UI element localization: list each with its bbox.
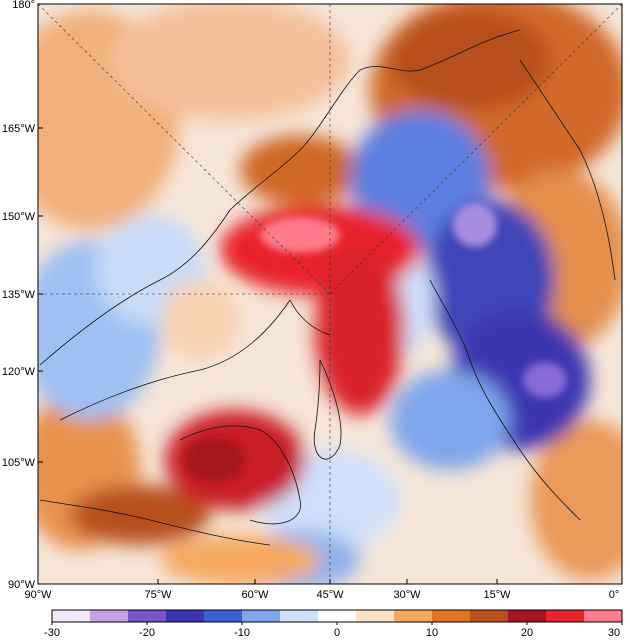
- bottom-label-75w: 75°W: [144, 589, 172, 601]
- left-label-135w: 135°W: [2, 289, 36, 301]
- colorbar-swatch: [204, 610, 243, 622]
- colorbar-swatch: [318, 610, 357, 622]
- anomaly-field: [38, 4, 622, 584]
- colorbar-swatch: [584, 610, 623, 622]
- left-label-180: 180°: [12, 0, 35, 11]
- left-axis: [38, 3, 43, 585]
- left-label-150w: 150°W: [2, 211, 36, 223]
- colorbar-swatch: [52, 610, 91, 622]
- colorbar-swatch: [432, 610, 471, 622]
- bottom-label-90w: 90°W: [24, 589, 52, 601]
- colorbar-swatch: [128, 610, 167, 622]
- colorbar-swatch: [394, 610, 433, 622]
- bottom-label-0: 0°: [609, 589, 620, 601]
- colorbar-swatch: [356, 610, 395, 622]
- bottom-axis: [37, 579, 623, 584]
- bottom-label-30w: 30°W: [393, 589, 421, 601]
- left-label-90w: 90°W: [8, 579, 36, 591]
- colorbar-swatch: [166, 610, 205, 622]
- colorbar-label-20: 20: [521, 627, 533, 639]
- bottom-label-60w: 60°W: [241, 589, 269, 601]
- colorbar-label-10: 10: [426, 627, 438, 639]
- colorbar-label-0: 0: [334, 627, 340, 639]
- colorbar-label-minus10: -10: [234, 627, 250, 639]
- colorbar-swatch: [90, 610, 129, 622]
- bottom-label-45w: 45°W: [316, 589, 344, 601]
- colorbar-swatch: [546, 610, 585, 622]
- colorbar-swatch: [280, 610, 319, 622]
- left-label-120w: 120°W: [2, 366, 36, 378]
- colorbar-swatch: [470, 610, 509, 622]
- colorbar-label-minus30: -30: [44, 627, 60, 639]
- colorbar-swatch: [508, 610, 547, 622]
- left-label-105w: 105°W: [2, 457, 36, 469]
- bottom-label-15w: 15°W: [483, 589, 511, 601]
- colorbar: [51, 609, 623, 625]
- graticule: [38, 4, 622, 584]
- colorbar-swatch: [242, 610, 281, 622]
- coastlines: [39, 29, 616, 546]
- left-label-165w: 165°W: [2, 123, 36, 135]
- colorbar-label-minus20: -20: [139, 627, 155, 639]
- colorbar-label-30: 30: [608, 627, 620, 639]
